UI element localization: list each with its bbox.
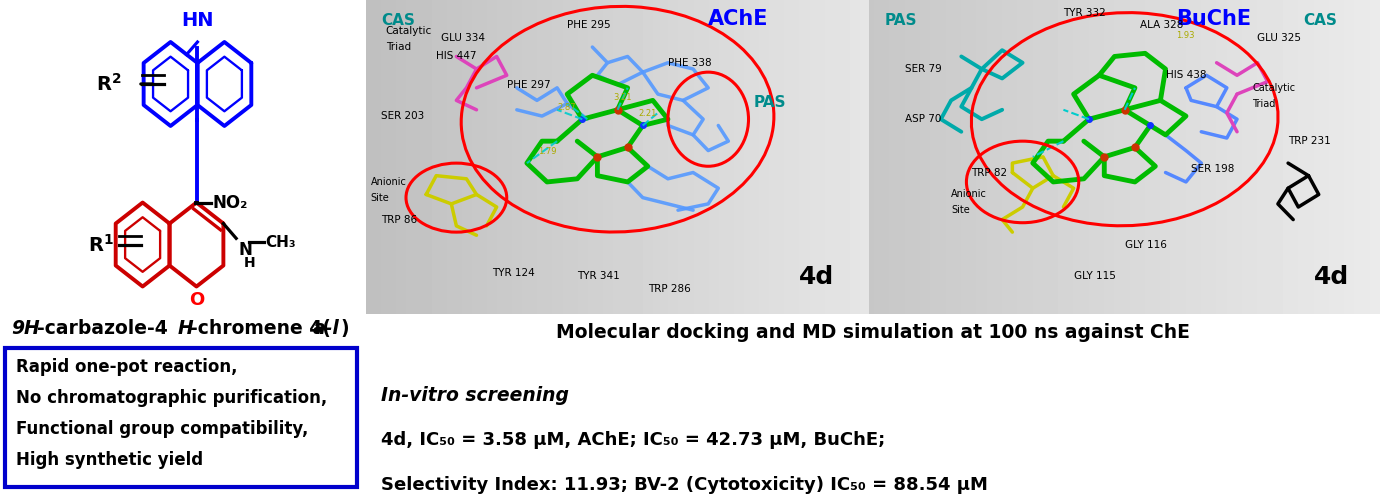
Text: Functional group compatibility,: Functional group compatibility, — [17, 420, 309, 438]
Text: SER 203: SER 203 — [381, 111, 424, 121]
Text: NO₂: NO₂ — [213, 194, 248, 211]
Text: 4d: 4d — [1314, 265, 1350, 288]
Text: Rapid one-pot reaction,: Rapid one-pot reaction, — [17, 358, 237, 376]
Text: Catalytic: Catalytic — [1253, 83, 1296, 93]
Text: TRP 82: TRP 82 — [972, 167, 1007, 177]
Text: H: H — [243, 256, 255, 270]
Text: PHE 338: PHE 338 — [668, 58, 712, 68]
Text: 1.93: 1.93 — [1176, 31, 1194, 40]
Text: Selectivity Index: 11.93; BV-2 (Cytotoxicity) IC₅₀ = 88.54 μM: Selectivity Index: 11.93; BV-2 (Cytotoxi… — [381, 476, 988, 494]
Text: Site: Site — [951, 205, 970, 215]
Text: TYR 124: TYR 124 — [491, 268, 534, 278]
Text: PHE 295: PHE 295 — [567, 20, 611, 30]
Text: Triad: Triad — [1253, 98, 1275, 109]
Text: GLU 325: GLU 325 — [1257, 33, 1301, 42]
Text: $\mathbf{R^1}$: $\mathbf{R^1}$ — [88, 234, 113, 255]
Text: GLY 115: GLY 115 — [1074, 271, 1115, 281]
Text: Anionic: Anionic — [371, 177, 407, 187]
Text: PAS: PAS — [753, 95, 787, 110]
Text: 4d: 4d — [799, 265, 834, 288]
Text: HN: HN — [181, 11, 214, 30]
Text: GLU 334: GLU 334 — [442, 33, 486, 42]
Text: CAS: CAS — [1303, 12, 1337, 28]
Text: ALA 328: ALA 328 — [1140, 20, 1184, 30]
Text: H: H — [178, 319, 193, 338]
Text: 3.21: 3.21 — [613, 93, 632, 102]
Text: N: N — [237, 241, 253, 259]
Text: TYR 341: TYR 341 — [577, 271, 620, 281]
Text: ): ) — [339, 319, 349, 338]
Text: TRP 286: TRP 286 — [647, 284, 690, 293]
Text: SER 79: SER 79 — [905, 64, 943, 74]
Text: 9: 9 — [11, 319, 23, 338]
Text: Anionic: Anionic — [951, 190, 987, 200]
Text: Site: Site — [371, 193, 389, 203]
Text: No chromatographic purification,: No chromatographic purification, — [17, 389, 327, 407]
Text: 2.21: 2.21 — [639, 109, 657, 118]
Text: TYR 332: TYR 332 — [1064, 7, 1107, 18]
Text: a-l: a-l — [313, 319, 339, 338]
Text: CAS: CAS — [381, 12, 414, 28]
Text: PAS: PAS — [885, 12, 918, 28]
Text: $\mathbf{R^2}$: $\mathbf{R^2}$ — [97, 73, 121, 95]
Text: TRP 231: TRP 231 — [1288, 136, 1330, 146]
Text: TRP 86: TRP 86 — [381, 214, 417, 225]
Text: 4d, IC₅₀ = 3.58 μM, AChE; IC₅₀ = 42.73 μM, BuChE;: 4d, IC₅₀ = 3.58 μM, AChE; IC₅₀ = 42.73 μ… — [381, 431, 885, 449]
Text: Molecular docking and MD simulation at 100 ns against ChE: Molecular docking and MD simulation at 1… — [556, 323, 1190, 342]
Text: -carbazole-4: -carbazole-4 — [37, 319, 167, 338]
Text: AChE: AChE — [708, 9, 769, 30]
Text: H: H — [23, 319, 40, 338]
Text: -chromene 4(: -chromene 4( — [190, 319, 331, 338]
Text: HIS 438: HIS 438 — [1166, 70, 1206, 81]
Text: In-vitro screening: In-vitro screening — [381, 386, 569, 405]
Text: HIS 447: HIS 447 — [436, 51, 476, 61]
Text: Catalytic: Catalytic — [386, 26, 432, 37]
Text: O: O — [189, 291, 204, 309]
Text: GLY 116: GLY 116 — [1125, 240, 1166, 249]
Text: SER 198: SER 198 — [1191, 165, 1235, 174]
Text: CH₃: CH₃ — [265, 235, 297, 250]
Text: 1.79: 1.79 — [538, 147, 556, 156]
Text: ASP 70: ASP 70 — [905, 114, 941, 124]
FancyBboxPatch shape — [6, 348, 356, 487]
Text: Triad: Triad — [386, 42, 411, 52]
Text: High synthetic yield: High synthetic yield — [17, 452, 204, 469]
Text: 2.87: 2.87 — [558, 103, 577, 112]
Text: PHE 297: PHE 297 — [506, 80, 551, 90]
Text: BuChE: BuChE — [1176, 9, 1250, 30]
